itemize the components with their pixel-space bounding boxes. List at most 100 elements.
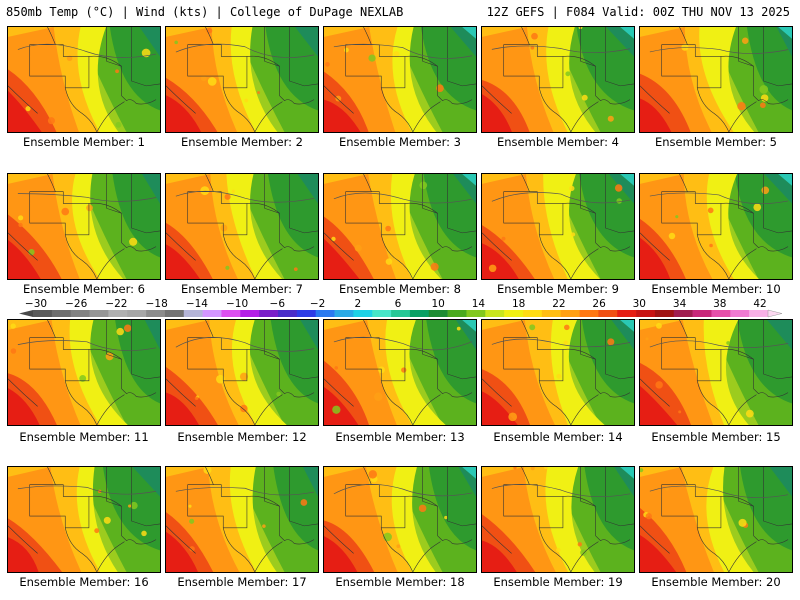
ensemble-member-label: Ensemble Member: 11 <box>19 430 149 444</box>
map-field <box>166 320 318 425</box>
ensemble-member-label: Ensemble Member: 12 <box>177 430 307 444</box>
boundary-lines <box>482 320 634 425</box>
temperature-colorbar: −30 −26 −22 −18 −14 −10 −6 −2 2 6 10 14 18 22 26 30 34 38… <box>19 298 783 318</box>
boundary-lines <box>166 27 318 132</box>
map-field <box>640 320 792 425</box>
temperature-field <box>8 174 160 279</box>
boundary-lines <box>166 174 318 279</box>
colorbar-tick-label: 42 <box>753 298 766 310</box>
colorbar-tick-label: −10 <box>226 298 248 310</box>
boundary-lines <box>8 320 160 425</box>
temperature-field <box>482 467 634 572</box>
temperature-field <box>166 467 318 572</box>
ensemble-member-label: Ensemble Member: 6 <box>23 282 145 296</box>
colorbar-swatch <box>221 310 241 317</box>
colorbar-tick-label: 26 <box>592 298 606 310</box>
colorbar-swatch <box>617 310 637 317</box>
ensemble-map-member-15 <box>639 319 793 426</box>
map-field <box>324 174 476 279</box>
colorbar-swatch <box>202 310 222 317</box>
ensemble-map-member-11 <box>7 319 161 426</box>
colorbar-tick-label: 22 <box>552 298 565 310</box>
colorbar-tick-label: −18 <box>146 298 168 310</box>
colorbar-swatch <box>654 310 675 317</box>
map-field <box>324 320 476 425</box>
ensemble-map-member-10 <box>639 173 793 280</box>
temperature-field <box>8 467 160 572</box>
model-valid-time: 12Z GEFS | F084 Valid: 00Z THU NOV 13 20… <box>486 5 790 19</box>
colorbar-swatch <box>240 310 260 317</box>
colorbar-tick-label: 2 <box>354 298 361 310</box>
colorbar-swatch <box>560 310 580 317</box>
map-field <box>8 467 160 572</box>
ensemble-member-label: Ensemble Member: 1 <box>23 135 145 149</box>
temperature-field <box>8 320 160 425</box>
temperature-field <box>166 174 318 279</box>
colorbar-swatch <box>523 310 543 317</box>
colorbar-swatch <box>183 310 203 317</box>
map-field <box>482 320 634 425</box>
temperature-field <box>640 320 792 425</box>
ensemble-member-label: Ensemble Member: 14 <box>493 430 623 444</box>
colorbar-swatch <box>315 310 335 317</box>
map-field <box>640 467 792 572</box>
colorbar-swatch <box>108 310 128 317</box>
ensemble-map-member-17 <box>165 466 319 573</box>
ensemble-member-label: Ensemble Member: 15 <box>651 430 781 444</box>
colorbar-swatch <box>296 310 316 317</box>
colorbar-tick-label: 30 <box>633 298 646 310</box>
boundary-lines <box>640 467 792 572</box>
ensemble-member-label: Ensemble Member: 3 <box>339 135 461 149</box>
temperature-field <box>482 174 634 279</box>
map-field <box>640 27 792 132</box>
map-field <box>166 467 318 572</box>
ensemble-member-label: Ensemble Member: 4 <box>497 135 619 149</box>
ensemble-member-label: Ensemble Member: 5 <box>655 135 777 149</box>
boundary-lines <box>640 320 792 425</box>
colorbar-swatch <box>372 310 392 317</box>
colorbar-swatch <box>391 310 411 317</box>
temperature-field <box>8 27 160 132</box>
colorbar-swatch <box>428 310 448 317</box>
colorbar-swatch <box>579 310 599 317</box>
colorbar-swatch <box>749 310 769 317</box>
temperature-field <box>324 467 476 572</box>
temperature-field <box>166 320 318 425</box>
map-field <box>8 27 160 132</box>
ensemble-map-member-1 <box>7 26 161 133</box>
colorbar-swatch <box>504 310 524 317</box>
colorbar-swatch <box>353 310 373 317</box>
ensemble-member-label: Ensemble Member: 16 <box>19 575 149 589</box>
temperature-field <box>324 174 476 279</box>
temperature-field <box>640 174 792 279</box>
boundary-lines <box>8 174 160 279</box>
colorbar-swatch <box>278 310 298 317</box>
boundary-lines <box>640 27 792 132</box>
temperature-field <box>324 27 476 132</box>
ensemble-member-label: Ensemble Member: 18 <box>335 575 465 589</box>
map-field <box>482 174 634 279</box>
colorbar-swatch <box>447 310 467 317</box>
map-field <box>166 27 318 132</box>
colorbar-swatch <box>692 310 712 317</box>
colorbar-tick-label: −26 <box>65 298 87 310</box>
ensemble-member-label: Ensemble Member: 13 <box>335 430 465 444</box>
colorbar-tick-label: 14 <box>472 298 486 310</box>
boundary-lines <box>166 467 318 572</box>
colorbar-swatch <box>730 310 750 317</box>
map-field <box>324 27 476 132</box>
ensemble-map-member-8 <box>323 173 477 280</box>
temperature-field <box>640 467 792 572</box>
ensemble-member-label: Ensemble Member: 7 <box>181 282 303 296</box>
colorbar-swatch <box>636 310 656 317</box>
ensemble-member-label: Ensemble Member: 10 <box>651 282 781 296</box>
ensemble-map-member-6 <box>7 173 161 280</box>
ensemble-map-member-7 <box>165 173 319 280</box>
colorbar-swatch <box>33 310 53 317</box>
colorbar-tick-label: 10 <box>432 298 445 310</box>
boundary-lines <box>166 320 318 425</box>
colorbar-swatch <box>673 310 693 317</box>
colorbar-tick-label: 34 <box>673 298 687 310</box>
temperature-field <box>324 320 476 425</box>
boundary-lines <box>482 467 634 572</box>
